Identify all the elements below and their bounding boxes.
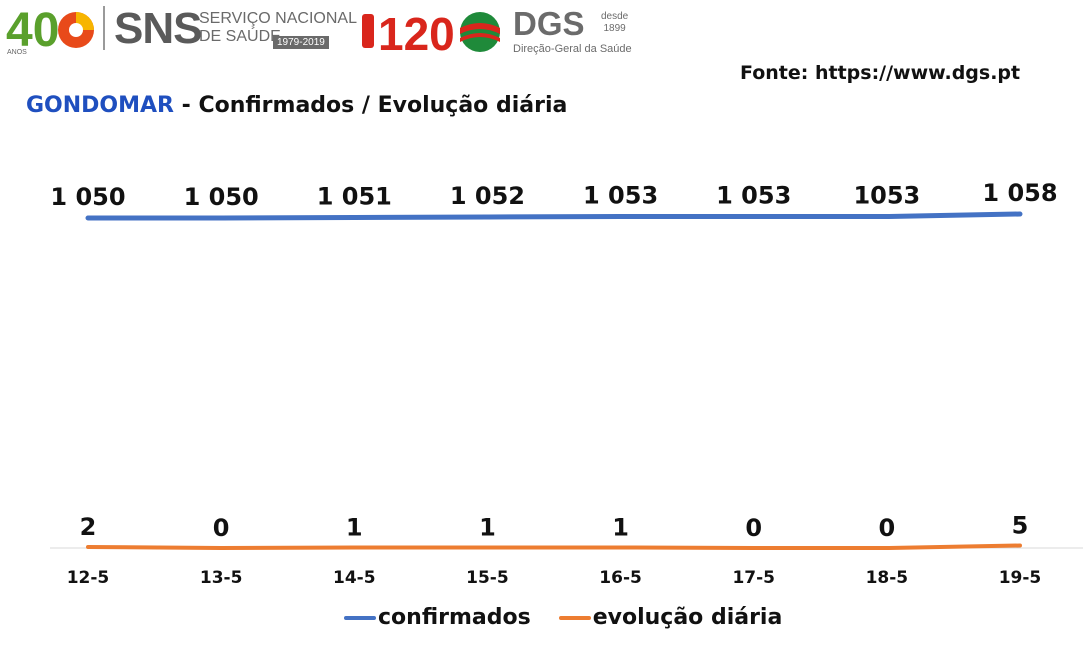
series-line-confirmados xyxy=(85,211,1023,221)
x-tick-label: 18-5 xyxy=(866,568,909,588)
source-note: Fonte: https://www.dgs.pt xyxy=(740,62,1021,84)
chart-title-rest: - Confirmados / Evolução diária xyxy=(174,93,568,118)
legend-swatch-confirmados xyxy=(344,615,376,620)
x-tick-label: 14-5 xyxy=(333,568,376,588)
legend-item-evolucao-diaria: evolução diária xyxy=(558,605,783,630)
x-tick-label: 13-5 xyxy=(200,568,243,588)
dgs-since: desde 1899 xyxy=(601,11,628,35)
dgs-since-year: 1899 xyxy=(603,23,626,34)
data-label-evolucao-diaria: 0 xyxy=(745,514,762,542)
data-label-evolucao-diaria: 1 xyxy=(346,514,363,542)
svg-text:40: 40 xyxy=(6,4,59,56)
x-tick-label: 16-5 xyxy=(599,568,642,588)
legend-label-evolucao-diaria: evolução diária xyxy=(592,605,783,630)
data-label-evolucao-diaria: 5 xyxy=(1012,512,1029,540)
x-tick-label: 17-5 xyxy=(732,568,775,588)
data-label-confirmados: 1 050 xyxy=(184,183,259,211)
svg-text:ANOS: ANOS xyxy=(7,49,27,56)
header-logos: 40 ANOS SNS SERVIÇO NACIONAL DE SAÚDE 19… xyxy=(0,0,1083,62)
data-label-confirmados: 1 051 xyxy=(317,183,392,211)
data-label-evolucao-diaria: 2 xyxy=(80,513,97,541)
legend-label-confirmados: confirmados xyxy=(378,605,531,630)
dgs-120-anos-logo: 120 xyxy=(362,8,500,56)
chart-title-place: GONDOMAR xyxy=(26,93,174,118)
logo-separator xyxy=(103,6,105,50)
legend-item-confirmados: confirmados xyxy=(344,605,531,630)
data-label-evolucao-diaria: 1 xyxy=(479,514,496,542)
sns-name-line2: DE SAÚDE xyxy=(199,28,281,45)
sns-name-line1: SERVIÇO NACIONAL xyxy=(199,10,357,27)
data-label-evolucao-diaria: 0 xyxy=(213,514,230,542)
dgs-logo-text: DGS xyxy=(513,5,585,42)
data-label-confirmados: 1053 xyxy=(853,182,920,210)
data-label-confirmados: 1 058 xyxy=(982,179,1057,207)
x-tick-label: 12-5 xyxy=(67,568,110,588)
data-label-evolucao-diaria: 0 xyxy=(879,514,896,542)
dgs-since-label: desde xyxy=(601,11,629,22)
legend-swatch-evolucao-diaria xyxy=(558,615,591,620)
data-label-evolucao-diaria: 1 xyxy=(612,514,629,542)
data-label-confirmados: 1 053 xyxy=(716,182,791,210)
sns-name: SERVIÇO NACIONAL DE SAÚDE xyxy=(199,10,357,46)
x-tick-label: 19-5 xyxy=(999,568,1042,588)
data-label-confirmados: 1 050 xyxy=(50,183,125,211)
sns-years-badge: 1979-2019 xyxy=(273,36,329,49)
chart-title: GONDOMAR - Confirmados / Evolução diária xyxy=(26,93,567,118)
sns-40-anos-logo: 40 ANOS xyxy=(6,4,94,56)
data-label-confirmados: 1 053 xyxy=(583,182,658,210)
dgs-subtitle: Direção-Geral da Saúde xyxy=(513,43,632,55)
chart-legend: confirmados evolução diária xyxy=(344,605,810,630)
x-tick-label: 15-5 xyxy=(466,568,509,588)
data-label-confirmados: 1 052 xyxy=(450,182,525,210)
sns-logo-text: SNS xyxy=(114,4,202,53)
svg-text:120: 120 xyxy=(378,8,455,56)
series-line-evolucao-diaria xyxy=(86,543,1022,550)
